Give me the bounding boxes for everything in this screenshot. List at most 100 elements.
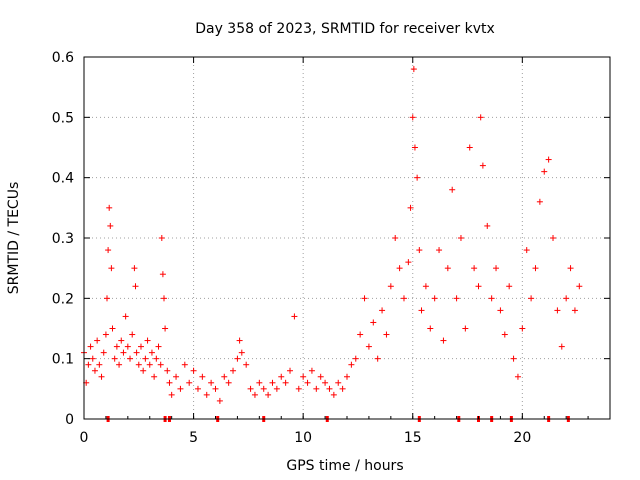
data-point xyxy=(466,144,473,151)
data-point xyxy=(379,307,386,314)
data-point xyxy=(418,307,425,314)
data-point xyxy=(177,385,184,392)
data-point xyxy=(158,235,165,241)
data-point xyxy=(392,235,399,241)
y-tick-label: 0.6 xyxy=(52,50,74,66)
data-point xyxy=(536,198,543,205)
data-point xyxy=(528,295,535,302)
data-point xyxy=(102,331,109,338)
data-point xyxy=(157,361,164,368)
data-point xyxy=(199,373,206,380)
data-point xyxy=(304,379,311,386)
data-point xyxy=(541,168,548,175)
data-point xyxy=(159,271,166,278)
data-point xyxy=(523,247,530,254)
data-point xyxy=(317,373,324,380)
data-point xyxy=(427,325,434,332)
data-point xyxy=(131,265,138,272)
data-point xyxy=(313,385,320,392)
data-point xyxy=(273,385,280,392)
data-point xyxy=(567,265,574,272)
data-point xyxy=(493,265,500,272)
data-point xyxy=(278,373,285,380)
data-point xyxy=(514,373,521,380)
data-point xyxy=(396,265,403,272)
data-point xyxy=(106,204,113,211)
data-point xyxy=(300,373,307,380)
data-point xyxy=(545,156,552,163)
data-point xyxy=(265,391,272,398)
data-point xyxy=(291,313,298,320)
data-point xyxy=(94,337,101,344)
data-point xyxy=(160,295,167,302)
data-point xyxy=(91,367,98,374)
data-points xyxy=(81,66,583,404)
data-point xyxy=(168,391,175,398)
data-point xyxy=(344,373,350,380)
chart-title: Day 358 of 2023, SRMTID for receiver kvt… xyxy=(195,21,495,37)
y-tick-label: 0.4 xyxy=(52,171,74,187)
data-point xyxy=(506,283,513,290)
data-point xyxy=(501,331,508,338)
data-point xyxy=(409,114,416,121)
data-point xyxy=(137,343,144,350)
axis-ticks xyxy=(83,56,611,420)
data-point xyxy=(357,331,364,338)
data-point xyxy=(479,162,486,169)
data-point xyxy=(365,343,372,350)
data-point xyxy=(133,349,140,356)
x-tick-label: 0 xyxy=(80,430,89,446)
x-tick-label: 10 xyxy=(294,430,312,446)
data-point xyxy=(269,379,276,386)
data-point xyxy=(370,319,377,326)
data-point xyxy=(216,397,223,404)
data-point xyxy=(383,331,390,338)
y-tick-label: 0.2 xyxy=(52,291,74,307)
data-point xyxy=(148,349,155,356)
data-point xyxy=(234,355,241,362)
data-point xyxy=(416,247,423,254)
data-point xyxy=(405,259,412,266)
data-point xyxy=(411,144,418,151)
data-point xyxy=(387,283,394,290)
data-point xyxy=(230,367,237,374)
y-tick-label: 0 xyxy=(65,412,74,428)
data-point xyxy=(488,295,495,302)
data-point xyxy=(422,283,429,290)
data-point xyxy=(109,325,116,332)
data-point xyxy=(453,295,460,302)
y-tick-labels: 0 0.1 0.2 0.3 0.4 0.5 0.6 xyxy=(52,50,74,428)
data-point xyxy=(166,379,173,386)
data-point xyxy=(335,379,342,386)
data-point xyxy=(407,204,414,211)
x-tick-label: 20 xyxy=(513,430,531,446)
data-point xyxy=(444,265,451,272)
data-point xyxy=(330,391,337,398)
y-tick-label: 0.5 xyxy=(52,110,74,126)
data-point xyxy=(440,337,447,344)
y-tick-label: 0.3 xyxy=(52,231,74,247)
data-point xyxy=(339,385,346,392)
data-point xyxy=(308,367,315,374)
data-point xyxy=(251,391,258,398)
data-point xyxy=(181,361,188,368)
data-point xyxy=(142,355,149,362)
data-point xyxy=(127,355,134,362)
data-point xyxy=(410,66,417,73)
data-point xyxy=(563,295,570,302)
data-point xyxy=(190,367,197,374)
data-point xyxy=(105,247,112,254)
data-point xyxy=(348,361,355,368)
data-point xyxy=(96,361,103,368)
data-point xyxy=(287,367,294,374)
data-point xyxy=(256,379,263,386)
x-tick-label: 15 xyxy=(404,430,422,446)
data-point xyxy=(431,295,438,302)
data-point xyxy=(194,385,201,392)
data-point xyxy=(571,307,578,314)
data-point xyxy=(400,295,407,302)
data-point xyxy=(236,337,243,344)
data-point xyxy=(162,325,169,332)
x-tick-labels: 0 5 10 15 20 xyxy=(80,430,532,446)
